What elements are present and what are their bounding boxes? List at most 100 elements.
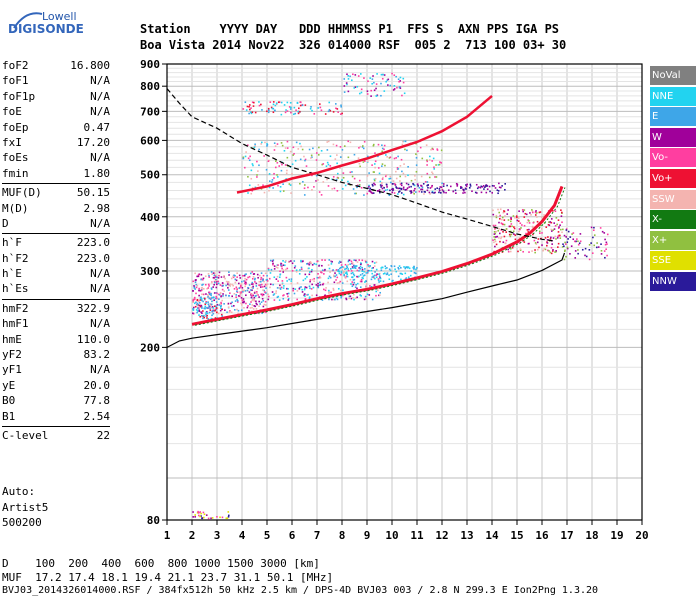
echo-point	[285, 268, 287, 271]
echo-point	[320, 109, 323, 112]
echo-point	[364, 271, 367, 273]
echo-point	[263, 285, 266, 288]
echo-point	[507, 250, 510, 253]
echo-point	[399, 80, 402, 82]
echo-point	[207, 303, 210, 305]
echo-point	[494, 240, 497, 243]
echo-point	[340, 105, 342, 108]
param-value: 17.20	[76, 135, 110, 149]
echo-point	[302, 180, 304, 183]
echo-point	[454, 189, 457, 192]
echo-point	[433, 192, 435, 194]
logo-line1: Lowell	[42, 10, 77, 23]
echo-point	[593, 244, 596, 247]
echo-point	[233, 309, 236, 311]
echo-point	[414, 178, 416, 181]
echo-point	[332, 287, 335, 290]
echo-point	[244, 101, 247, 104]
echo-point	[211, 296, 213, 299]
echo-point	[281, 282, 284, 285]
echo-point	[465, 184, 467, 186]
echo-point	[221, 285, 224, 287]
echo-point	[273, 172, 275, 175]
y-tick-label: 800	[140, 80, 160, 93]
echo-point	[236, 299, 239, 302]
echo-point	[366, 192, 369, 195]
echo-point	[410, 270, 413, 272]
echo-point	[381, 77, 384, 80]
echo-point	[520, 227, 522, 229]
plot-frame	[166, 63, 643, 521]
echo-point	[395, 75, 397, 78]
echo-point	[347, 90, 350, 93]
echo-point	[405, 182, 408, 185]
param-name: h`F2	[2, 251, 29, 265]
echo-point	[380, 94, 382, 97]
echo-point	[443, 191, 445, 194]
echo-point	[380, 82, 382, 85]
echo-point	[232, 276, 235, 279]
echo-point	[315, 284, 318, 286]
echo-point	[386, 272, 389, 274]
echo-point	[401, 170, 403, 173]
echo-point	[202, 278, 204, 281]
echo-point	[389, 84, 392, 87]
echo-point	[546, 242, 549, 244]
echo-point	[363, 140, 366, 143]
echo-point	[208, 291, 211, 294]
echo-point	[261, 286, 264, 288]
echo-point	[303, 293, 306, 295]
echo-point	[414, 175, 416, 177]
echo-point	[400, 184, 403, 187]
echo-point	[192, 309, 195, 311]
echo-point	[525, 232, 527, 235]
echo-point	[359, 263, 362, 266]
echo-point	[378, 272, 381, 275]
echo-point	[400, 188, 403, 191]
echo-point	[597, 246, 600, 248]
echo-point	[399, 165, 402, 167]
echo-point	[283, 264, 286, 267]
echo-point	[366, 93, 369, 95]
echo-point	[304, 158, 307, 161]
echo-point	[535, 243, 538, 245]
echo-point	[379, 291, 382, 294]
echo-point	[359, 274, 362, 276]
echo-point	[352, 188, 355, 190]
echo-point	[207, 306, 209, 309]
echo-point	[238, 287, 241, 289]
echo-point	[421, 186, 424, 189]
echo-point	[321, 299, 324, 301]
echo-point	[347, 140, 350, 143]
echo-point	[438, 191, 440, 194]
echo-point	[225, 280, 228, 283]
echo-point	[273, 293, 276, 295]
echo-point	[370, 191, 373, 194]
echo-point	[200, 512, 202, 515]
param-row: B0 77.8	[2, 393, 110, 408]
echo-point	[605, 248, 607, 251]
echo-point	[382, 176, 384, 179]
echo-point	[227, 281, 230, 284]
echo-point	[364, 295, 367, 298]
echo-point	[346, 266, 349, 269]
echo-point	[231, 295, 233, 298]
echo-point	[319, 106, 322, 109]
echo-point	[538, 211, 541, 214]
echo-point	[328, 292, 330, 294]
echo-point	[286, 169, 288, 172]
echo-point	[237, 309, 240, 312]
echo-point	[302, 279, 305, 282]
echo-point	[308, 271, 311, 273]
echo-point	[202, 283, 204, 286]
echo-point	[212, 276, 215, 279]
echo-point	[603, 250, 606, 252]
echo-point	[498, 182, 500, 185]
echo-point	[334, 103, 337, 105]
echo-point	[320, 271, 323, 274]
echo-point	[276, 287, 279, 289]
echo-point	[249, 303, 251, 306]
param-row: foE N/A	[2, 104, 110, 119]
echo-point	[295, 269, 298, 271]
echo-point	[332, 111, 335, 113]
